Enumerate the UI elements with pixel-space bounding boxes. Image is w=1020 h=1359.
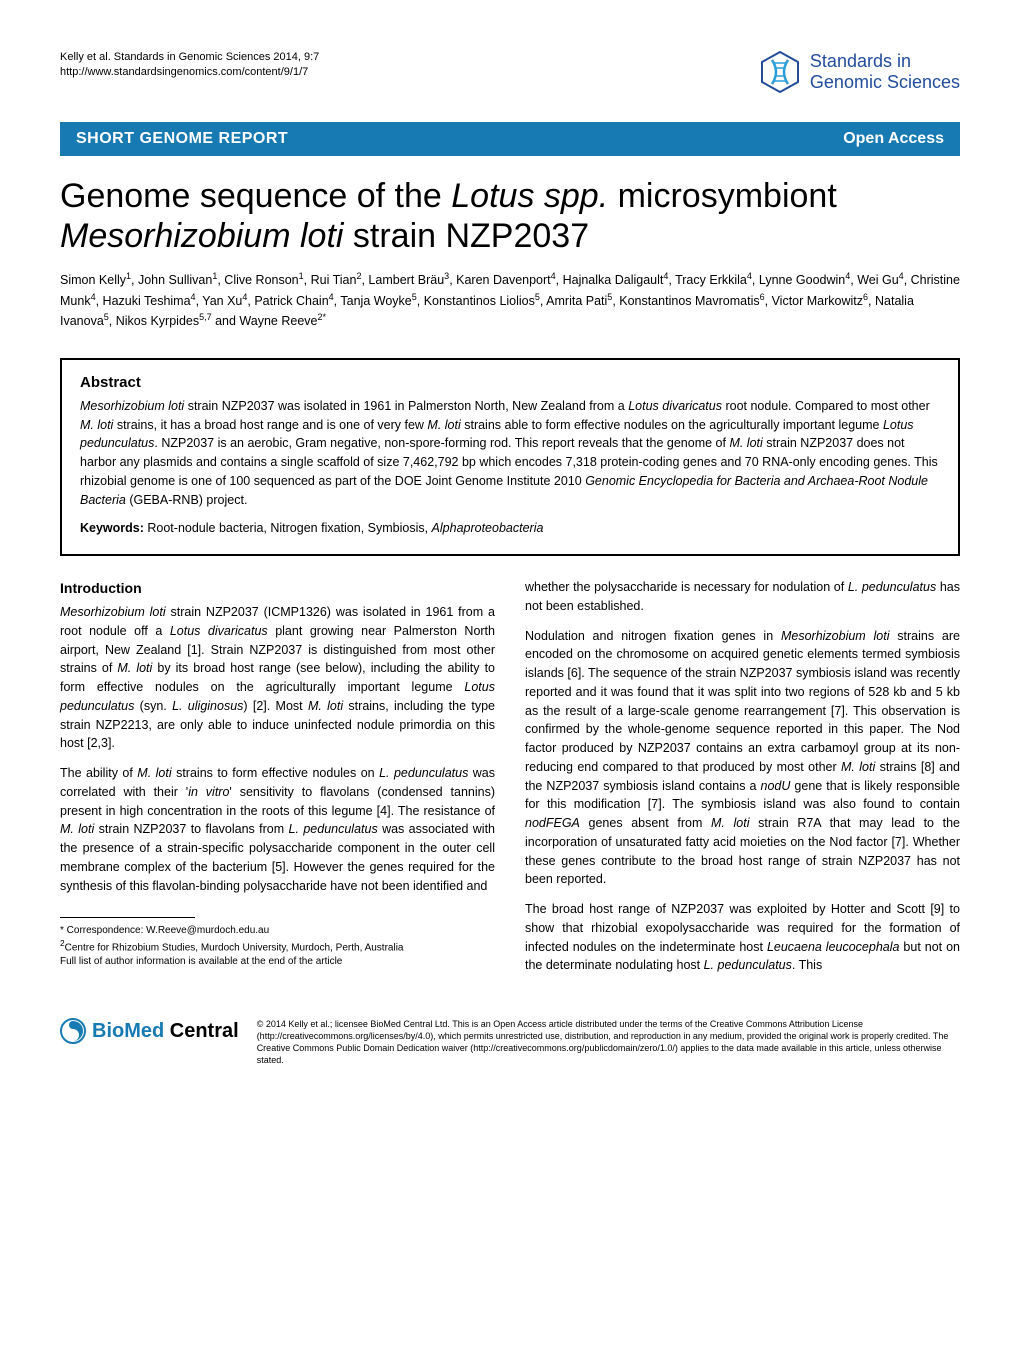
col1-para-2: The ability of M. loti strains to form e… xyxy=(60,764,495,895)
title-part-1: Genome sequence of the xyxy=(60,177,451,215)
bmc-central: Central xyxy=(164,1020,238,1042)
correspondence-affiliation: 2Centre for Rhizobium Studies, Murdoch U… xyxy=(60,938,495,955)
dna-hex-icon xyxy=(758,50,802,94)
abstract-text: Mesorhizobium loti strain NZP2037 was is… xyxy=(80,397,940,510)
header-row: Kelly et al. Standards in Genomic Scienc… xyxy=(60,50,960,94)
article-title: Genome sequence of the Lotus spp. micros… xyxy=(60,176,960,256)
journal-name: Standards in Genomic Sciences xyxy=(810,51,960,92)
citation-line-1: Kelly et al. Standards in Genomic Scienc… xyxy=(60,50,319,65)
title-part-3: strain NZP2037 xyxy=(343,217,589,255)
title-italic-2: Mesorhizobium loti xyxy=(60,217,343,255)
introduction-heading: Introduction xyxy=(60,578,495,599)
title-part-2: microsymbiont xyxy=(608,177,837,215)
license-text: © 2014 Kelly et al.; licensee BioMed Cen… xyxy=(257,1018,960,1067)
journal-name-line-1: Standards in xyxy=(810,51,960,72)
correspondence-email: * Correspondence: W.Reeve@murdoch.edu.au xyxy=(60,924,495,938)
keywords-line: Keywords: Root-nodule bacteria, Nitrogen… xyxy=(80,519,940,538)
abstract-box: Abstract Mesorhizobium loti strain NZP20… xyxy=(60,358,960,556)
corr-aff-text: Centre for Rhizobium Studies, Murdoch Un… xyxy=(65,942,404,953)
correspondence-divider xyxy=(60,917,195,918)
title-italic-1: Lotus spp. xyxy=(451,177,608,215)
journal-name-line-2: Genomic Sciences xyxy=(810,72,960,93)
bmc-bio: BioMed xyxy=(92,1020,164,1042)
keywords-label: Keywords: xyxy=(80,521,144,535)
author-list: Simon Kelly1, John Sullivan1, Clive Rons… xyxy=(60,270,960,332)
page-root: Kelly et al. Standards in Genomic Scienc… xyxy=(0,0,1020,1107)
citation-line-2: http://www.standardsingenomics.com/conte… xyxy=(60,65,319,80)
correspondence-note: Full list of author information is avail… xyxy=(60,955,495,969)
journal-logo: Standards in Genomic Sciences xyxy=(758,50,960,94)
bmc-text: BioMed Central xyxy=(92,1020,239,1043)
bmc-swirl-icon xyxy=(60,1018,86,1044)
biomed-central-logo: BioMed Central xyxy=(60,1018,239,1044)
correspondence-block: * Correspondence: W.Reeve@murdoch.edu.au… xyxy=(60,924,495,968)
article-type: SHORT GENOME REPORT xyxy=(76,130,288,148)
col1-para-1: Mesorhizobium loti strain NZP2037 (ICMP1… xyxy=(60,603,495,753)
column-left: Introduction Mesorhizobium loti strain N… xyxy=(60,578,495,986)
col2-para-1: Nodulation and nitrogen fixation genes i… xyxy=(525,627,960,890)
keywords-plain: Root-nodule bacteria, Nitrogen fixation,… xyxy=(144,521,432,535)
footer: BioMed Central © 2014 Kelly et al.; lice… xyxy=(60,1010,960,1067)
keywords-italic: Alphaproteobacteria xyxy=(432,521,544,535)
column-right: whether the polysaccharide is necessary … xyxy=(525,578,960,986)
journal-citation: Kelly et al. Standards in Genomic Scienc… xyxy=(60,50,319,80)
body-columns: Introduction Mesorhizobium loti strain N… xyxy=(60,578,960,986)
col2-para-0: whether the polysaccharide is necessary … xyxy=(525,578,960,616)
col2-para-2: The broad host range of NZP2037 was expl… xyxy=(525,900,960,975)
article-type-banner: SHORT GENOME REPORT Open Access xyxy=(60,122,960,156)
open-access-label: Open Access xyxy=(843,130,944,148)
abstract-heading: Abstract xyxy=(80,374,940,391)
